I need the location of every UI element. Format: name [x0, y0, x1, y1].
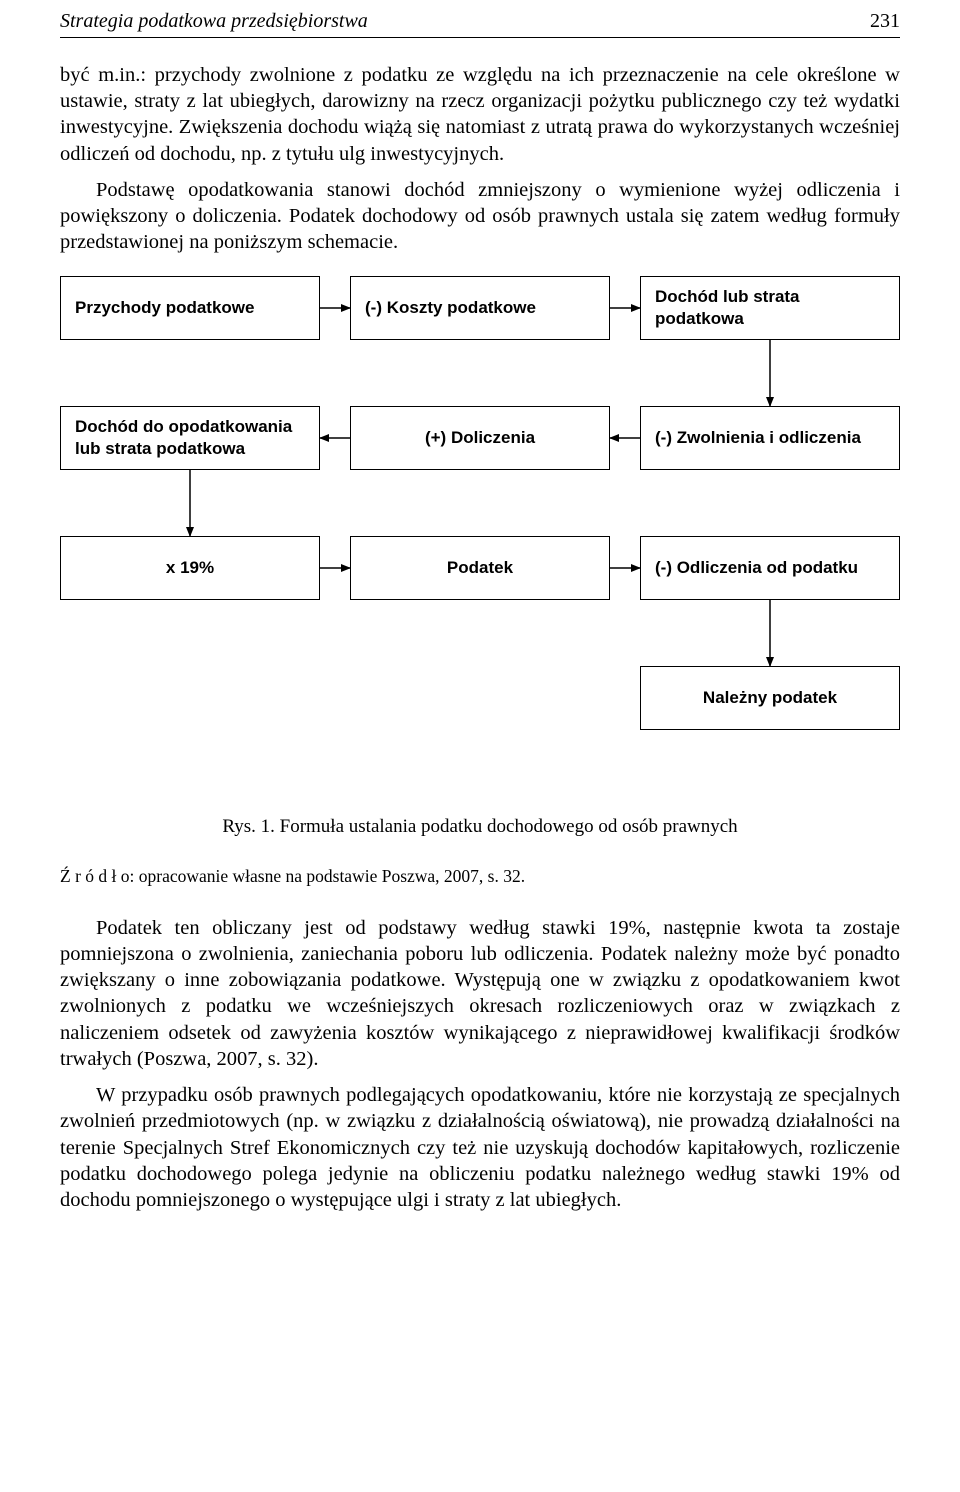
- flowchart-node-n9: (-) Odliczenia od podatku: [640, 536, 900, 600]
- running-header: Strategia podatkowa przedsiębiorstwa 231: [60, 0, 900, 38]
- flowchart-node-n4: Dochód do opodatkowania lub strata podat…: [60, 406, 320, 470]
- paragraph-3: Podatek ten obliczany jest od podstawy w…: [60, 915, 900, 1072]
- flowchart-node-n10: Należny podatek: [640, 666, 900, 730]
- source-label: Ź r ó d ł o:: [60, 866, 134, 886]
- figure-caption: Rys. 1. Formuła ustalania podatku dochod…: [60, 816, 900, 838]
- tax-formula-flowchart: Przychody podatkowe (-) Koszty podatkowe D…: [60, 276, 900, 796]
- page-number: 231: [870, 10, 900, 33]
- flowchart-node-n7: x 19%: [60, 536, 320, 600]
- running-title: Strategia podatkowa przedsiębiorstwa: [60, 10, 368, 33]
- source-text: opracowanie własne na podstawie Poszwa, …: [134, 866, 525, 886]
- flowchart-node-n6: (-) Zwolnienia i odliczenia: [640, 406, 900, 470]
- paragraph-1: być m.in.: przychody zwolnione z podatku…: [60, 62, 900, 167]
- flowchart-node-n2: (-) Koszty podatkowe: [350, 276, 610, 340]
- paragraph-4: W przypadku osób prawnych podlegających …: [60, 1082, 900, 1213]
- flowchart-node-n3: Dochód lub strata podatkowa: [640, 276, 900, 340]
- flowchart-node-n5: (+) Doliczenia: [350, 406, 610, 470]
- figure-source: Ź r ó d ł o: opracowanie własne na podst…: [60, 866, 900, 887]
- flowchart-node-n8: Podatek: [350, 536, 610, 600]
- paragraph-2: Podstawę opodatkowania stanowi dochód zm…: [60, 177, 900, 256]
- flowchart-node-n1: Przychody podatkowe: [60, 276, 320, 340]
